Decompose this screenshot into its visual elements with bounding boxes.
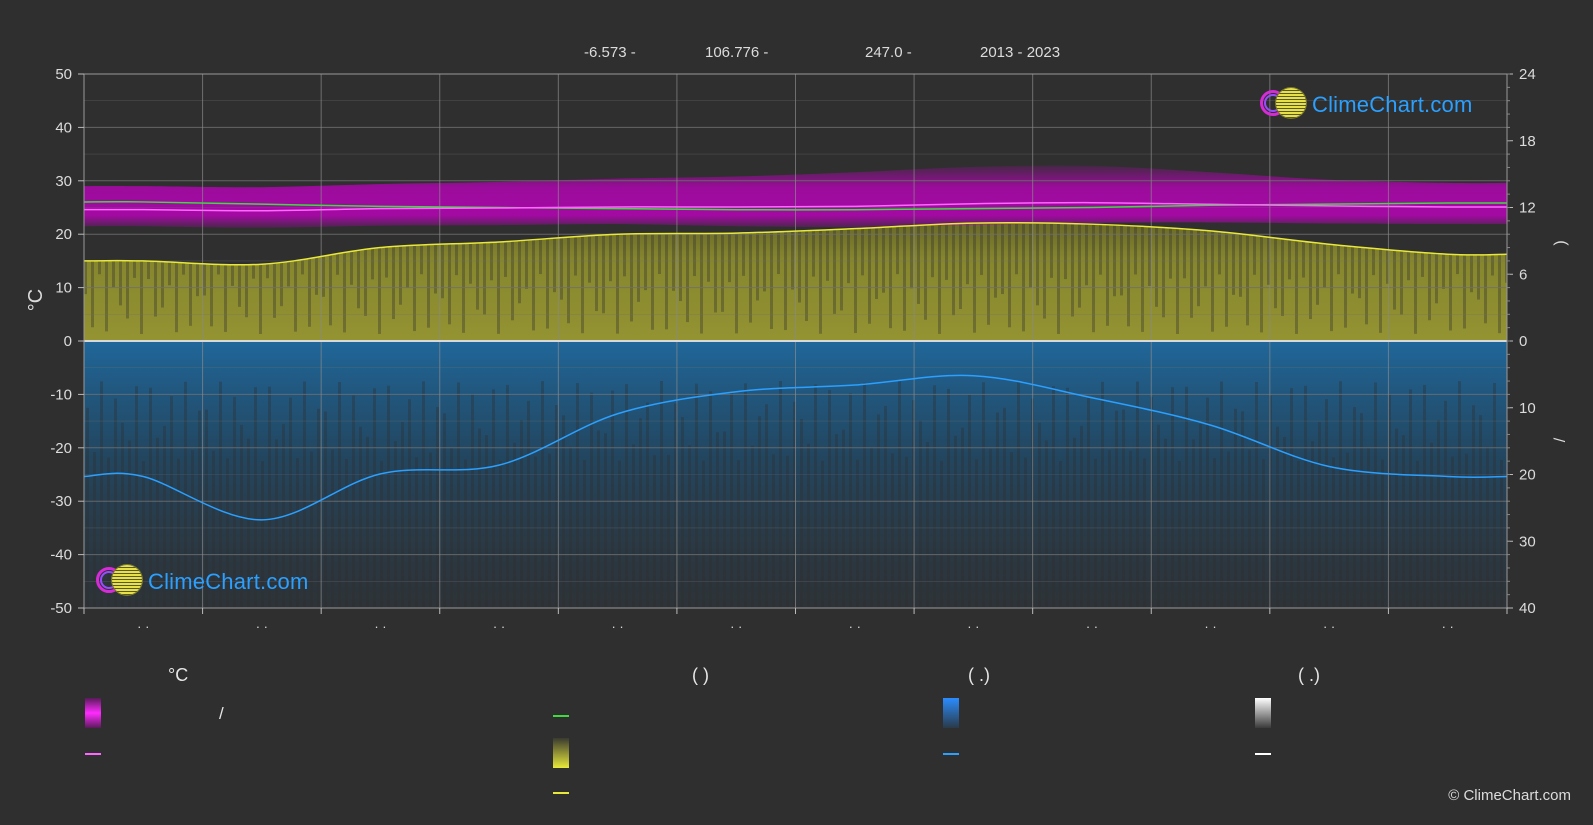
x-tick-label: · · [1323, 619, 1335, 634]
temperature-mean-line [83, 201, 1508, 212]
header-years: 2013 - 2023 [980, 44, 1061, 61]
grid [84, 73, 1507, 609]
header-latitude: -6.573 - [584, 44, 636, 61]
legend-line-sunshine [553, 792, 569, 794]
legend-header-snow: ( .) [1298, 665, 1320, 685]
y-right-bottom-tick-label: 30 [1519, 533, 1536, 550]
y-left-tick-label: 40 [55, 119, 72, 136]
legend-header-rain: ( .) [968, 665, 990, 685]
copyright: © ClimeChart.com [1448, 787, 1571, 804]
y-axis-right-bottom-label: / [1552, 437, 1569, 442]
sunshine-line [83, 221, 1508, 266]
y-left-tick-label: 20 [55, 226, 72, 243]
x-tick-label: · · [611, 619, 623, 634]
daylight-line [83, 201, 1508, 211]
y-right-bottom-tick-label: 40 [1519, 600, 1536, 617]
legend-line-temp-mean [85, 753, 101, 755]
logo-text: ClimeChart.com [1312, 92, 1473, 117]
x-tick-label: · · [137, 619, 149, 634]
x-tick-label: · · [374, 619, 386, 634]
climechart-logo-icon [96, 565, 142, 599]
x-tick-label: · · [256, 619, 268, 634]
daily-texture [84, 224, 1510, 608]
legend-line-daylight [553, 715, 569, 717]
y-left-tick-label: 10 [55, 280, 72, 297]
y-right-top-tick-label: 12 [1519, 200, 1536, 217]
y-right-top-tick-label: 6 [1519, 266, 1527, 283]
legend-line-precipitation [943, 753, 959, 755]
legend-swatch-sunshine [553, 738, 569, 768]
x-tick-label: · · [1086, 619, 1098, 634]
y-axis-right-top-label: ) [1552, 240, 1569, 245]
y-left-tick-label: -20 [50, 440, 72, 457]
plot-area [84, 165, 1510, 608]
y-right-bottom-tick-label: 20 [1519, 467, 1536, 484]
y-left-tick-label: -10 [50, 386, 72, 403]
y-left-tick-label: 50 [55, 66, 72, 83]
x-tick-label: · · [1204, 619, 1216, 634]
y-left-tick-label: -30 [50, 493, 72, 510]
legend-swatch-precipitation [943, 698, 959, 728]
y-axis-left-label: °C [25, 289, 47, 311]
y-right-bottom-tick-label: 10 [1519, 400, 1536, 417]
y-left-tick-label: -50 [50, 600, 72, 617]
header-elevation: 247.0 - [865, 44, 912, 61]
legend-swatch-temp-range [85, 698, 101, 728]
climechart-logo-icon [1260, 88, 1306, 122]
header-longitude: 106.776 - [705, 44, 769, 61]
precipitation-line [83, 374, 1508, 521]
legend-line-snow [1255, 753, 1271, 755]
logo-bottom-left[interactable]: ClimeChart.com [96, 565, 309, 599]
x-tick-label: · · [1442, 619, 1454, 634]
legend-header-sun: ( ) [692, 665, 709, 685]
logo-text: ClimeChart.com [148, 569, 309, 594]
legend-swatch-snow [1255, 698, 1271, 728]
y-left-tick-label: -40 [50, 547, 72, 564]
x-tick-label: · · [849, 619, 861, 634]
y-right-top-tick-label: 0 [1519, 333, 1527, 350]
x-tick-label: · · [967, 619, 979, 634]
y-left-tick-label: 0 [64, 333, 72, 350]
y-right-top-tick-label: 24 [1519, 66, 1536, 83]
x-tick-label: · · [493, 619, 505, 634]
axes: 50 40 30 20 10 0 -10 -20 -30 -40 -50 24 18 12 6 0 10 20 30… [50, 66, 1535, 634]
logo-top-right[interactable]: ClimeChart.com [1260, 88, 1473, 122]
series-lines [83, 201, 1508, 521]
legend-header-temperature: °C [168, 665, 189, 685]
y-right-top-tick-label: 18 [1519, 133, 1536, 150]
y-left-tick-label: 30 [55, 173, 72, 190]
x-tick-label: · · [730, 619, 742, 634]
legend-temp-range-text: / [219, 704, 224, 723]
